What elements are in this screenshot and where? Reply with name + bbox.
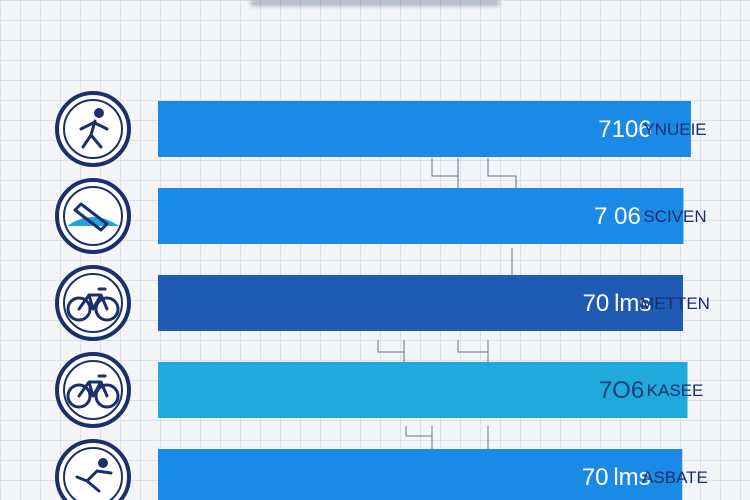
bar	[158, 188, 684, 244]
bar-value-label: 7O6	[599, 377, 644, 404]
pencil-icon	[55, 178, 131, 254]
bar	[158, 362, 688, 418]
bar-value-label: 70 lms	[582, 464, 651, 491]
bicycle-icon	[55, 352, 131, 428]
category-label: SCIVEN	[643, 207, 706, 226]
runner-icon	[55, 439, 131, 500]
category-label: YNUEIE	[643, 120, 706, 139]
bar-value-label: 7106	[598, 116, 651, 143]
bicycle-icon	[55, 265, 131, 341]
bar	[158, 275, 683, 331]
bar-value-label: 7 06	[594, 203, 641, 230]
walking-person-icon	[55, 91, 131, 167]
connector-lines	[377, 158, 517, 452]
bar-value-label: 70 lms	[583, 290, 652, 317]
category-label: METTEN	[640, 294, 710, 313]
category-label: KASEE	[647, 381, 704, 400]
bar	[158, 101, 691, 157]
category-label: ASBATE	[642, 468, 708, 487]
chart-title-blurred	[250, 0, 500, 6]
bar	[158, 449, 683, 500]
